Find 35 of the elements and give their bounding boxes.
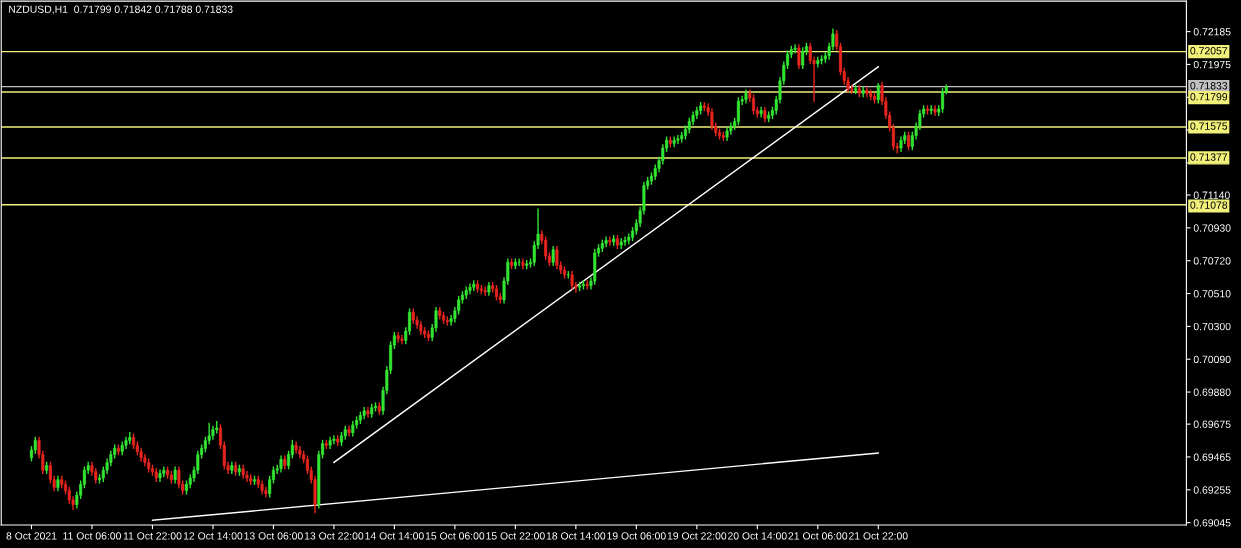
x-tick-label: 19 Oct 22:00 <box>667 532 727 540</box>
y-tick-label: 0.69465 <box>1193 453 1231 461</box>
ref-line-label: 0.71575 <box>1190 122 1228 130</box>
x-tick-label: 19 Oct 06:00 <box>607 532 666 540</box>
ref-line-label: 0.71833 <box>1190 82 1228 90</box>
y-tick-label: 0.69880 <box>1193 388 1231 396</box>
y-tick-label: 0.69255 <box>1193 486 1231 494</box>
y-tick-label: 0.71140 <box>1193 191 1230 199</box>
x-tick-label: 11 Oct 06:00 <box>63 532 121 540</box>
chart-title: NZDUSD,H1 0.71799 0.71842 0.71788 0.71833 <box>9 5 233 15</box>
y-tick-label: 0.69675 <box>1193 420 1231 428</box>
ref-line-label: 0.72057 <box>1190 47 1228 55</box>
x-tick-label: 18 Oct 14:00 <box>546 532 606 540</box>
y-tick-label: 0.70930 <box>1193 224 1231 232</box>
x-tick-label: 21 Oct 22:00 <box>849 532 908 540</box>
x-tick-label: 14 Oct 14:00 <box>365 532 424 540</box>
y-tick-label: 0.69045 <box>1193 519 1231 527</box>
x-tick-label: 15 Oct 06:00 <box>425 532 485 540</box>
ref-line-label: 0.71377 <box>1190 153 1228 161</box>
y-tick-label: 0.70300 <box>1193 322 1231 331</box>
y-tick-label: 0.72185 <box>1193 28 1231 36</box>
x-tick-label: 8 Oct 2021 <box>6 532 57 540</box>
x-tick-label: 12 Oct 14:00 <box>183 532 243 540</box>
x-tick-label: 20 Oct 14:00 <box>728 532 787 540</box>
ref-line-label: 0.71078 <box>1190 201 1228 209</box>
y-tick-label: 0.70720 <box>1193 257 1231 265</box>
y-tick-label: 0.70510 <box>1193 290 1231 298</box>
x-tick-label: 21 Oct 06:00 <box>788 532 848 540</box>
x-tick-label: 13 Oct 06:00 <box>244 532 303 540</box>
x-tick-label: 15 Oct 22:00 <box>486 532 545 540</box>
ref-line-label: 0.71799 <box>1190 93 1228 101</box>
x-tick-label: 13 Oct 22:00 <box>304 532 364 540</box>
x-tick-label: 11 Oct 22:00 <box>123 532 182 540</box>
y-tick-label: 0.71975 <box>1193 60 1231 69</box>
y-tick-label: 0.70090 <box>1193 355 1231 364</box>
